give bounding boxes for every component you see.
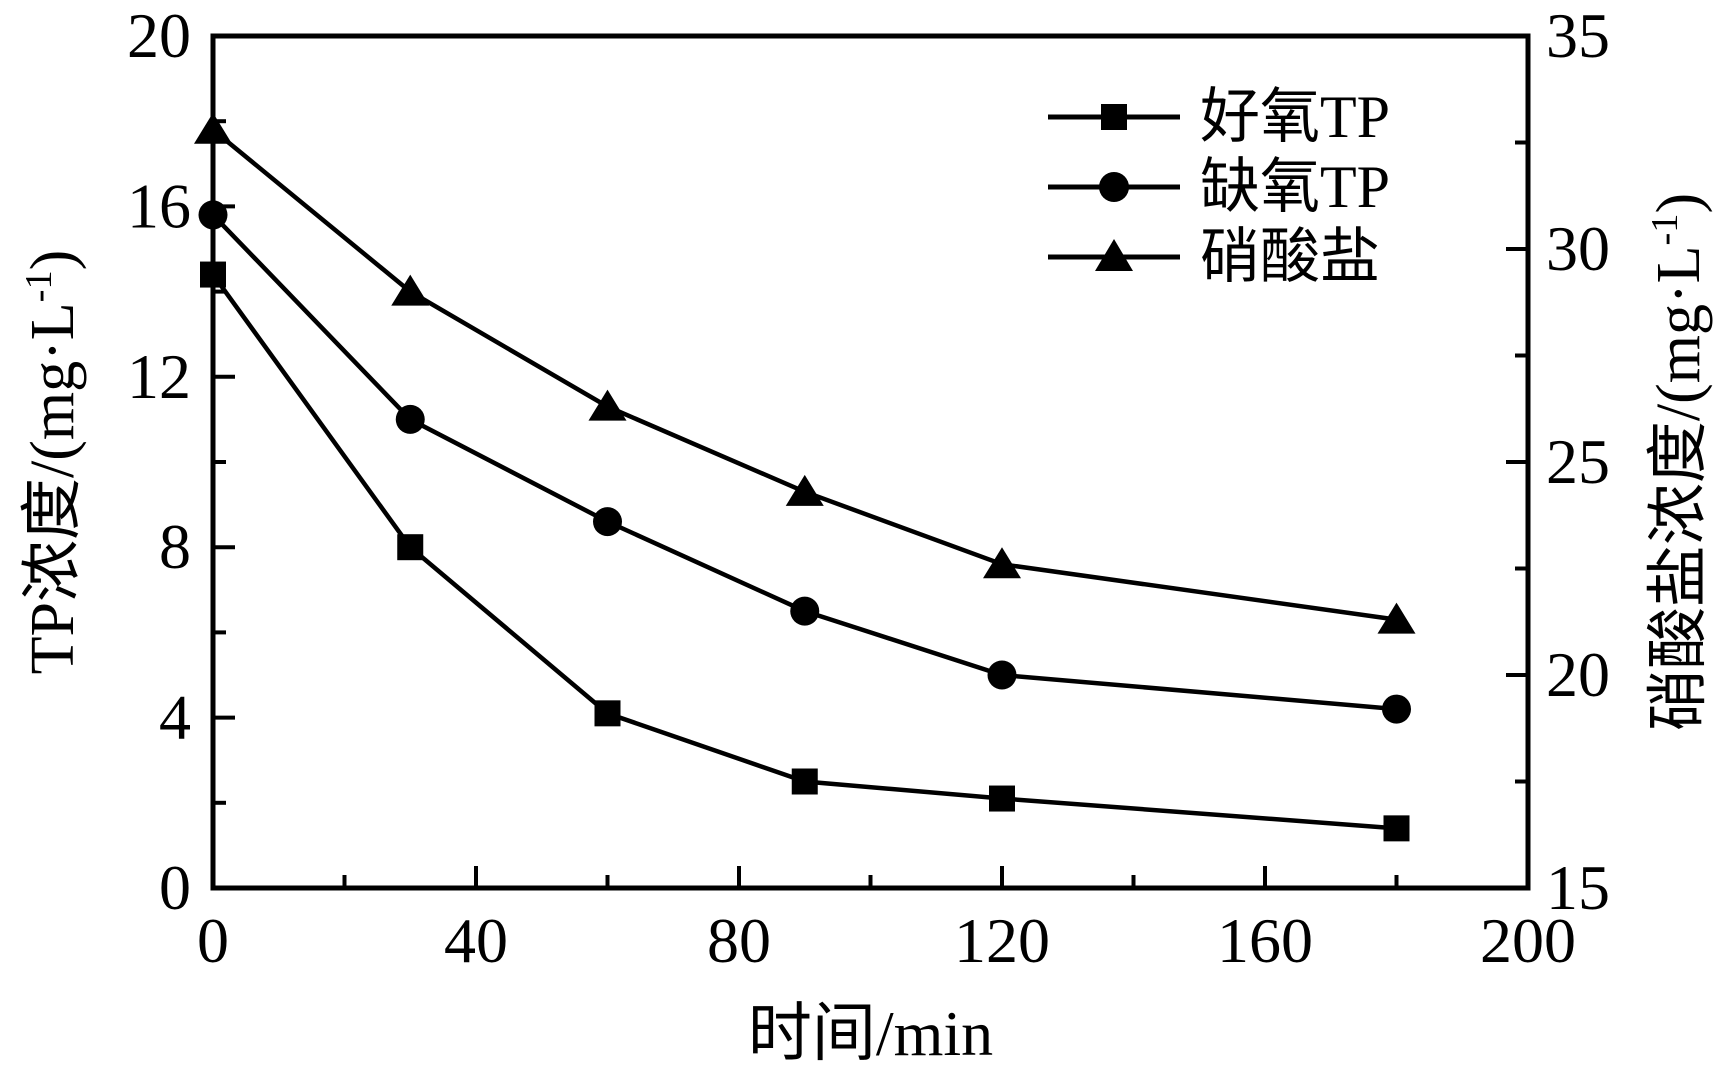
circle-marker-icon bbox=[1382, 694, 1411, 724]
y-right-title-close: ) bbox=[1645, 192, 1714, 214]
triangle-marker-icon bbox=[391, 274, 430, 306]
square-marker-icon bbox=[989, 785, 1015, 812]
circle-marker-icon bbox=[593, 507, 622, 537]
x-tick-label: 200 bbox=[1480, 905, 1576, 976]
legend-label-aerobic-tp: 好氧TP bbox=[1200, 84, 1391, 150]
legend-label-nitrate: 硝酸盐 bbox=[1200, 224, 1380, 290]
y-axis-right-title: 硝酸盐浓度/(mg·L-1) bbox=[1643, 192, 1714, 732]
x-axis-title: 时间/min bbox=[747, 998, 994, 1069]
series-line-nitrate bbox=[211, 127, 1397, 622]
y-left-tick-label: 20 bbox=[127, 0, 191, 71]
y-right-title-superscript: -1 bbox=[1643, 213, 1686, 246]
square-marker-icon bbox=[791, 768, 818, 795]
triangle-marker-icon bbox=[1377, 602, 1416, 634]
y-right-tick-label: 35 bbox=[1546, 0, 1610, 71]
square-marker-icon bbox=[594, 700, 621, 727]
circle-marker-icon bbox=[198, 200, 228, 230]
legend-item-nitrate: 硝酸盐 bbox=[1048, 222, 1390, 292]
series-nitrate bbox=[194, 112, 1416, 634]
legend-item-anoxic-tp: 缺氧TP bbox=[1048, 152, 1390, 222]
y-left-title-superscript: -1 bbox=[17, 270, 60, 303]
legend-circle-marker-icon bbox=[1048, 172, 1180, 202]
y-left-tick-label: 12 bbox=[127, 341, 191, 412]
series-line-aerobic-tp bbox=[211, 273, 1397, 831]
y-axis-left: 0 4 8 12 16 20 bbox=[127, 0, 235, 923]
y-left-tick-label: 8 bbox=[159, 511, 191, 582]
series-line-anoxic-tp bbox=[211, 213, 1397, 712]
x-tick-label: 40 bbox=[444, 905, 508, 976]
y-right-tick-label: 30 bbox=[1546, 213, 1610, 284]
x-tick-label: 80 bbox=[707, 905, 771, 976]
y-left-tick-label: 16 bbox=[127, 170, 191, 241]
y-axis-right: 15 20 25 30 35 bbox=[1506, 0, 1610, 923]
y-right-title-text: 硝酸盐浓度/(mg·L bbox=[1645, 245, 1714, 732]
circle-marker-icon bbox=[395, 404, 425, 434]
y-left-title-text: TP浓度/(mg·L bbox=[19, 302, 88, 675]
x-tick-label: 120 bbox=[954, 905, 1050, 976]
x-tick-label: 160 bbox=[1217, 905, 1313, 976]
y-left-tick-label: 0 bbox=[159, 852, 191, 923]
series-aerobic-tp bbox=[200, 261, 1410, 842]
triangle-marker-icon bbox=[194, 112, 232, 144]
y-right-tick-label: 15 bbox=[1546, 852, 1610, 923]
triangle-marker-icon bbox=[983, 547, 1021, 579]
y-left-title-close: ) bbox=[19, 249, 88, 271]
legend-label-anoxic-tp: 缺氧TP bbox=[1200, 154, 1391, 220]
legend: 好氧TP 缺氧TP 硝酸盐 bbox=[1048, 82, 1390, 292]
y-right-tick-label: 25 bbox=[1546, 426, 1610, 497]
legend-item-aerobic-tp: 好氧TP bbox=[1048, 82, 1390, 152]
legend-triangle-marker-icon bbox=[1048, 239, 1180, 271]
y-axis-left-title: TP浓度/(mg·L-1) bbox=[17, 249, 88, 675]
triangle-marker-icon bbox=[785, 474, 824, 506]
series-anoxic-tp bbox=[198, 200, 1411, 724]
square-marker-icon bbox=[1383, 815, 1410, 842]
legend-square-marker-icon bbox=[1048, 104, 1180, 130]
x-axis: 0 40 80 120 160 200 bbox=[197, 866, 1576, 976]
y-left-tick-label: 4 bbox=[159, 682, 191, 753]
x-tick-label: 0 bbox=[197, 905, 229, 976]
y-right-tick-label: 20 bbox=[1546, 639, 1610, 710]
square-marker-icon bbox=[397, 534, 424, 561]
circle-marker-icon bbox=[987, 660, 1017, 690]
circle-marker-icon bbox=[790, 596, 820, 626]
triangle-marker-icon bbox=[588, 389, 627, 421]
square-marker-icon bbox=[200, 261, 226, 288]
